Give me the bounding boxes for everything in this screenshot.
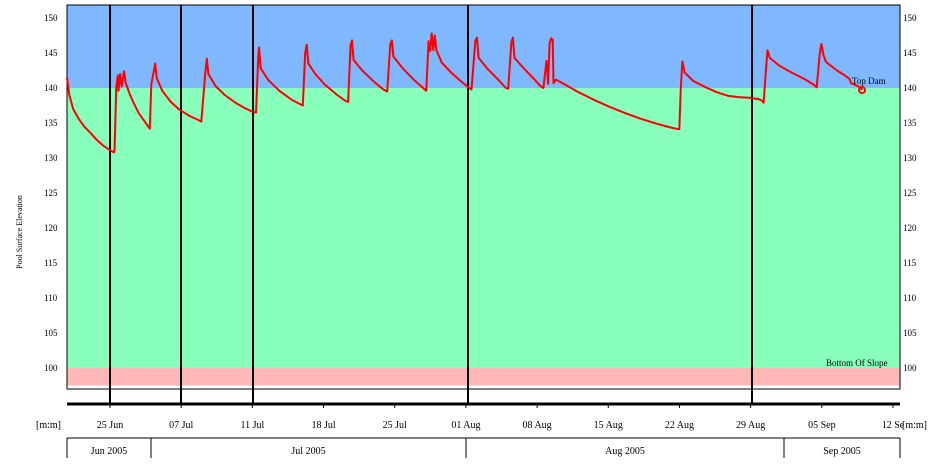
x-tick-label: 05 Sep [808,420,836,431]
month-label: Jun 2005 [91,446,127,457]
y-tick-label: 150 [44,13,58,23]
x-tick-label: 18 Jul [311,420,335,431]
y-tick-label: 150 [903,13,917,23]
y-tick-label: 140 [903,83,917,93]
y-axis-right: 150 145 140 135 130 125 120 115 110 105 100 [903,13,917,373]
x-axis: [m:m] 25 Jun 07 Jul 11 Jul 18 Jul 25 Jul 01 Au… [36,404,927,439]
y-tick-label: 135 [44,118,58,128]
y-tick-label: 145 [903,48,917,58]
x-tick-label: 11 Jul [240,420,264,431]
x-tick-label: 07 Jul [169,420,193,431]
y-tick-label: 130 [903,153,917,163]
series-end-point [858,86,866,95]
y-tick-label: 120 [44,223,58,233]
x-tick-label: 08 Aug [523,420,552,431]
zone-band [67,5,900,88]
plot-frame [66,4,901,390]
zone-band [67,368,900,386]
month-label: Jul 2005 [291,446,325,457]
y-tick-label: 110 [903,293,917,303]
x-tick-label: 22 Aug [665,420,694,431]
y-tick-label: 100 [903,363,917,373]
annotation-label: Bottom Of Slope [826,358,888,368]
series-line [66,32,863,154]
y-tick-label: 110 [44,293,58,303]
y-tick-label: 115 [44,258,58,268]
annotation-label: Top Dam [852,76,886,86]
y-tick-label: 125 [903,188,917,198]
y-tick-label: 105 [44,328,58,338]
y-axis-left: 150 145 140 135 130 125 120 115 110 105 100 [44,13,58,373]
y-tick-label: 120 [903,223,917,233]
x-tick-label: 15 Aug [594,420,623,431]
x-tick-label: 12 Se [882,420,905,431]
y-tick-label: 125 [44,188,58,198]
x-tick-label: 25 Jun [97,420,123,431]
y-tick-label: 115 [903,258,917,268]
month-axis: Jun 2005 Jul 2005 Aug 2005 Sep 2005 [66,438,901,458]
month-label: Aug 2005 [605,446,645,457]
x-tick-label: [m:m] [36,420,61,431]
y-tick-label: 135 [903,118,917,128]
y-tick-label: 130 [44,153,58,163]
x-tick-label: 01 Aug [451,420,480,431]
month-label: Sep 2005 [823,446,861,457]
y-tick-label: 140 [44,83,58,93]
series-group [66,32,866,154]
x-tick-label: 25 Jul [383,420,407,431]
y-tick-label: 105 [903,328,917,338]
vertical-markers [109,5,753,404]
y-tick-label: 100 [44,363,58,373]
annotations: Top Dam Bottom Of Slope [826,76,888,368]
x-tick-label: [m:m] [902,420,927,431]
y-tick-label: 145 [44,48,58,58]
zone-band [67,88,900,368]
y-axis-label: Pool Surface Elevation [15,195,24,269]
x-tick-label: 29 Aug [736,420,765,431]
